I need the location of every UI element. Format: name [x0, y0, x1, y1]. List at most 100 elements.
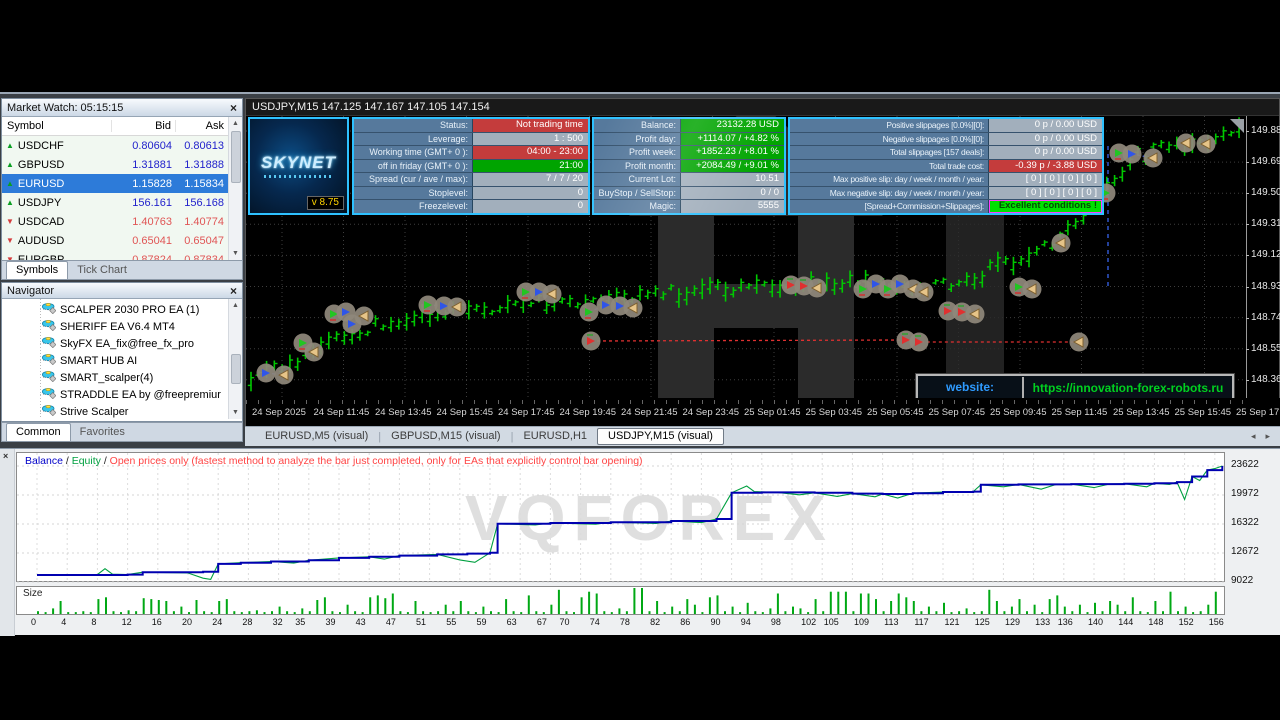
tester-x-label: 4 [61, 617, 67, 627]
scroll-down-icon[interactable]: ▼ [232, 409, 239, 416]
time-axis-label: 25 Sep 05:45 [867, 407, 924, 418]
expert-advisor-icon [41, 370, 57, 385]
ea-row: BuyStop / SellStop: 0 / 0 [594, 186, 784, 201]
market-watch-row[interactable]: ▼ EURGBP 0.87824 0.87834 [2, 250, 242, 260]
tab-scroll-right-icon[interactable]: ▸ [1265, 431, 1270, 441]
scrollbar-thumb[interactable] [231, 354, 241, 384]
ea-row-value: [ 0 ] [ 0 ] [ 0 ] [ 0 ] [988, 186, 1102, 200]
scroll-up-icon[interactable]: ▲ [232, 302, 239, 309]
ea-info-panel: SKYNET v 8.75 Status: Not trading time Lev… [248, 117, 1104, 215]
balance-equity-chart[interactable]: VQFOREX Balance / Equity / Open prices o… [16, 452, 1226, 583]
trend-up-icon: ▲ [6, 178, 14, 188]
tab-scroll-arrows: ◂ ▸ [1251, 431, 1270, 442]
ea-row-value: Excellent conditions ! [988, 200, 1102, 214]
ea-row-label: [Spread+Commission+Slippages]: [790, 200, 988, 214]
market-watch-row[interactable]: ▼ AUDUSD 0.65041 0.65047 [2, 231, 242, 250]
tab-common[interactable]: Common [6, 423, 71, 441]
column-bid[interactable]: Bid [112, 120, 176, 132]
navigator-item[interactable]: SHERIFF EA V6.4 MT4 [2, 318, 242, 335]
tab-symbols[interactable]: Symbols [6, 261, 69, 279]
ea-status-group: Status: Not trading time Leverage: 1 : 500 W… [352, 117, 590, 215]
navigator-item-label: SMART_scalper(4) [60, 371, 154, 384]
market-watch-row[interactable]: ▲ USDCHF 0.80604 0.80613 [2, 136, 242, 155]
navigator-titlebar: Navigator × [2, 283, 242, 299]
column-ask[interactable]: Ask [205, 120, 224, 132]
tester-report-panel: × VQFOREX Balance / Equity / Open prices… [0, 448, 1280, 636]
ea-row-label: Balance: [594, 119, 680, 132]
size-bars [17, 587, 1224, 619]
navigator-item[interactable]: SCALPER 2030 PRO EA (1) [2, 301, 242, 318]
tester-x-label: 144 [1118, 617, 1134, 627]
ea-row: Max positive slip: day / week / month / … [790, 173, 1102, 187]
time-axis-label: 25 Sep 15:45 [1174, 407, 1232, 418]
tester-x-label: 28 [242, 617, 253, 627]
tester-x-label: 121 [944, 617, 960, 627]
market-watch-row[interactable]: ▼ USDCAD 1.40763 1.40774 [2, 212, 242, 231]
close-icon[interactable]: × [229, 100, 237, 115]
ea-row: Total trade cost: -0.39 p / -3.88 USD [790, 159, 1102, 174]
price-tick [1246, 224, 1249, 226]
price-tick [1246, 162, 1249, 164]
scroll-down-icon[interactable]: ▼ [232, 250, 239, 257]
tester-y-label: 16322 [1231, 516, 1259, 528]
ea-row-label: Spread (cur / ave / max): [354, 173, 472, 186]
price-axis-label: 149.885 [1251, 125, 1280, 136]
ea-row-value: 10.51 [680, 173, 784, 186]
navigator-scrollbar[interactable]: ▲ ▼ [228, 299, 242, 419]
ask-value: 0.80613 [184, 139, 224, 152]
symbol-name: USDJPY [17, 196, 62, 209]
expert-advisor-icon [41, 336, 57, 351]
chart-tab-usdjpy-m15-visual-[interactable]: USDJPY,M15 (visual) [597, 428, 724, 445]
market-watch-row[interactable]: ▲ USDJPY 156.161 156.168 [2, 193, 242, 212]
tester-x-label: 59 [476, 617, 487, 627]
price-tick [1246, 131, 1249, 132]
symbol-cell: ▼ USDCAD [2, 216, 112, 228]
chart-tab-eurusd-m5-visual-[interactable]: EURUSD,M5 (visual) [265, 430, 369, 442]
time-axis-label: 24 Sep 21:45 [621, 407, 678, 418]
tab-tick-chart[interactable]: Tick Chart [77, 264, 127, 276]
tester-x-label: 82 [650, 617, 661, 627]
symbol-name: EURGBP [17, 253, 65, 261]
market-watch-row[interactable]: ▲ GBPUSD 1.31881 1.31888 [2, 155, 242, 174]
column-symbol[interactable]: Symbol [2, 120, 112, 132]
ea-row-label: Positive slippages [0.0%][0]: [790, 119, 988, 132]
scroll-up-icon[interactable]: ▲ [232, 120, 239, 127]
legend-separator: / [100, 455, 110, 467]
ea-row-value: 0 p / 0.00 USD [988, 132, 1102, 146]
ea-row: Magic: 5555 [594, 200, 784, 214]
chart-tab-gbpusd-m15-visual-[interactable]: GBPUSD,M15 (visual) [391, 430, 501, 442]
navigator-item[interactable]: STRADDLE EA by @freepremiur [2, 386, 242, 403]
market-watch-scrollbar[interactable]: ▲ ▼ [228, 117, 242, 260]
time-axis-label: 24 Sep 17:45 [498, 407, 555, 418]
ea-row: Current Lot: 10.51 [594, 173, 784, 187]
symbol-cell: ▲ USDJPY [2, 197, 112, 209]
tester-x-label: 24 [212, 617, 223, 627]
trend-up-icon: ▲ [6, 197, 14, 207]
market-watch-row[interactable]: ▲ EURUSD 1.15828 1.15834 [2, 174, 242, 193]
tester-x-label: 109 [853, 617, 869, 627]
tester-x-label: 55 [446, 617, 457, 627]
tab-favorites[interactable]: Favorites [79, 426, 125, 438]
navigator-tabs: Common Favorites [1, 422, 243, 442]
close-icon[interactable]: × [3, 451, 9, 461]
navigator-item[interactable]: Strive Scalper [2, 403, 242, 419]
navigator-item[interactable]: SMART_scalper(4) [2, 369, 242, 386]
navigator-item[interactable]: SkyFX EA_fix@free_fx_pro [2, 335, 242, 352]
ea-row: Working time (GMT+ 0 ): 04:00 - 23:00 [354, 146, 588, 160]
tester-x-label: 133 [1035, 617, 1051, 627]
navigator-item[interactable]: SMART HUB AI [2, 352, 242, 369]
price-axis-label: 149.315 [1251, 218, 1280, 230]
chart-tab-eurusd-h1[interactable]: EURUSD,H1 [523, 430, 588, 442]
tester-x-label: 78 [619, 617, 630, 627]
scrollbar-thumb[interactable] [231, 131, 241, 183]
ea-row-label: Max positive slip: day / week / month / … [790, 173, 988, 186]
ea-row: [Spread+Commission+Slippages]: Excellent … [790, 200, 1102, 214]
lot-size-chart[interactable]: Size [16, 586, 1225, 615]
time-axis-label: 24 Sep 19:45 [559, 407, 617, 418]
price-chart-plot[interactable]: SKYNET v 8.75 Status: Not trading time Lev… [246, 116, 1246, 402]
time-axis-label: 24 Sep 23:45 [682, 407, 740, 418]
navigator-item-label: STRADDLE EA by @freepremiur [60, 388, 221, 401]
tab-scroll-left-icon[interactable]: ◂ [1250, 431, 1256, 441]
close-icon[interactable]: × [229, 283, 237, 298]
